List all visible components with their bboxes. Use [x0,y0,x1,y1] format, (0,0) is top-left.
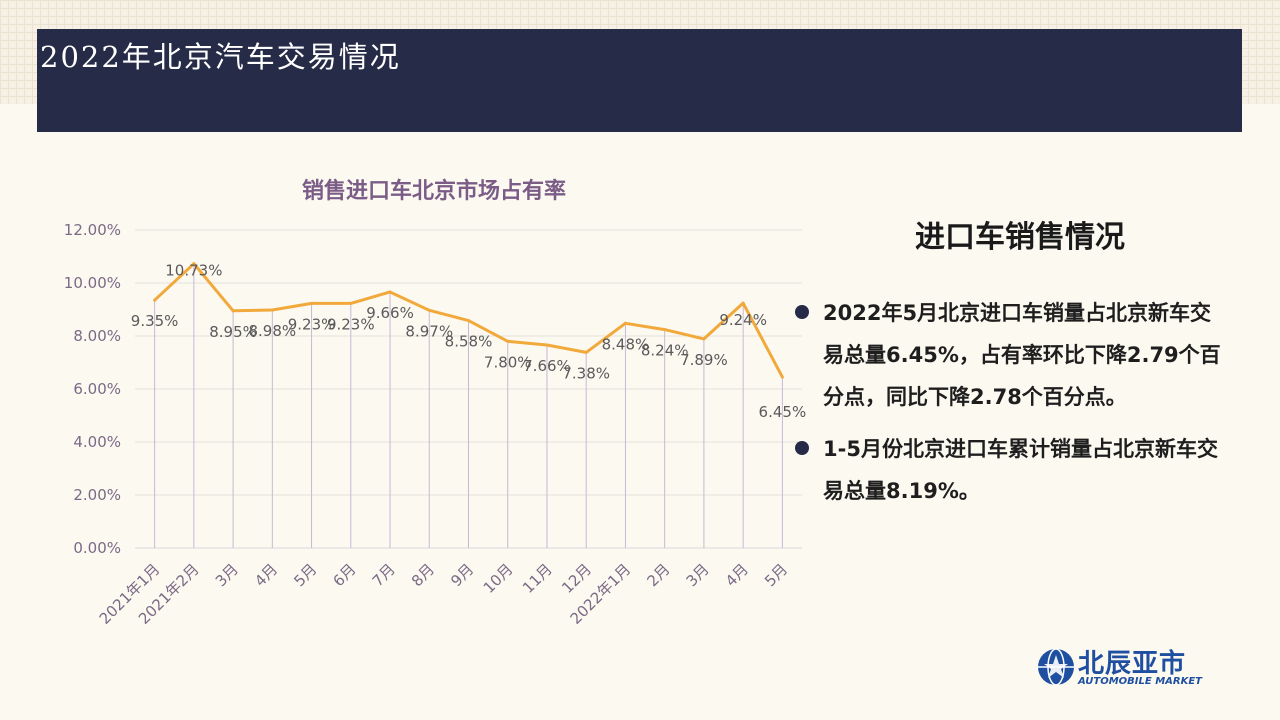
data-label: 10.73% [165,262,222,280]
data-point [388,290,392,294]
globe-icon [1038,648,1074,686]
y-tick-label: 10.00% [64,274,121,292]
data-point [270,308,274,312]
data-point [741,301,745,305]
market-share-chart: 销售进口车北京市场占有率 0.00% 2.00% 4.00% 6.00% 8.00% 10… [64,178,806,628]
x-tick-label: 4月 [722,560,752,590]
logo-name: 北辰亚市 [1078,649,1187,679]
panel-title: 进口车销售情况 [915,220,1125,255]
x-tick-label: 11月 [519,560,556,597]
x-tick-label: 8月 [408,560,438,590]
x-tick-label: 10月 [480,560,517,597]
data-point [427,308,431,312]
data-label: 8.95% [209,323,257,341]
x-tick-label: 9月 [447,560,477,590]
data-label: 9.23% [327,315,375,333]
bullet-dot-icon [795,441,809,455]
data-label: 8.48% [602,335,650,353]
data-point [702,337,706,341]
company-logo: 北辰亚市 AUTOMOBILE MARKET [1036,647,1216,691]
data-point [584,350,588,354]
data-label: 7.89% [680,351,728,369]
data-point [231,309,235,313]
data-point [192,262,196,266]
x-tick-label: 3月 [212,560,242,590]
bullet-item: 2022年5月北京进口车销量占北京新车交易总量6.45%，占有率环比下降2.79… [795,292,1227,418]
data-point [153,298,157,302]
x-tick-label: 6月 [330,560,360,590]
chart-title: 销售进口车北京市场占有率 [302,178,566,204]
data-point [349,301,353,305]
logo-subtitle: AUTOMOBILE MARKET [1078,676,1203,687]
data-label: 8.58% [445,333,493,351]
data-point [780,375,784,379]
data-point [310,301,314,305]
header-band [37,29,1242,132]
data-point [623,321,627,325]
data-label: 8.97% [405,322,453,340]
y-tick-label: 0.00% [73,539,121,557]
y-tick-label: 6.00% [73,380,121,398]
data-point [467,319,470,323]
data-label: 9.66% [366,304,414,322]
data-label: 7.38% [562,364,610,382]
page-title: 2022年北京汽车交易情况 [40,40,401,74]
x-tick-label: 5月 [290,560,320,590]
y-axis: 0.00% 2.00% 4.00% 6.00% 8.00% 10.00% 12.00% [64,221,121,557]
data-point [663,328,667,332]
x-tick-label: 7月 [369,560,399,590]
data-label: 8.24% [641,342,689,360]
data-label: 9.35% [131,312,179,330]
y-tick-label: 4.00% [73,433,121,451]
y-tick-label: 8.00% [73,327,121,345]
data-point [506,339,510,343]
data-label: 7.66% [523,357,571,375]
series-line [153,262,784,379]
bullet-list: 2022年5月北京进口车销量占北京新车交易总量6.45%，占有率环比下降2.79… [795,292,1227,522]
x-tick-label: 2月 [643,560,673,590]
data-label: 7.80% [484,353,532,371]
data-label: 9.24% [719,311,767,329]
y-tick-label: 2.00% [73,486,121,504]
y-tick-label: 12.00% [64,221,121,239]
bullet-item: 1-5月份北京进口车累计销量占北京新车交易总量8.19%。 [795,428,1227,512]
x-tick-label: 5月 [761,560,791,590]
data-label: 9.23% [288,315,336,333]
bullet-dot-icon [795,305,809,319]
x-tick-label: 4月 [251,560,281,590]
drop-lines [154,263,783,548]
data-label: 6.45% [759,403,807,421]
data-label: 8.98% [248,322,296,340]
bullet-text: 2022年5月北京进口车销量占北京新车交易总量6.45%，占有率环比下降2.79… [823,301,1221,409]
bullet-text: 1-5月份北京进口车累计销量占北京新车交易总量8.19%。 [823,437,1218,503]
data-point [545,343,549,347]
x-tick-label: 3月 [683,560,713,590]
data-labels: 9.35%10.73%8.95%8.98%9.23%9.23%9.66%8.97… [131,262,806,421]
